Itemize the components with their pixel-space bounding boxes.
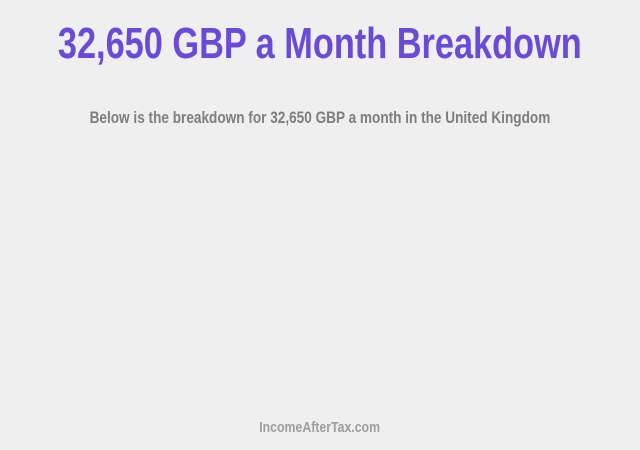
page-title: 32,650 GBP a Month Breakdown [58,19,582,68]
footer-brand: IncomeAfterTax.com [259,419,381,436]
page-subtitle: Below is the breakdown for 32,650 GBP a … [89,108,551,128]
